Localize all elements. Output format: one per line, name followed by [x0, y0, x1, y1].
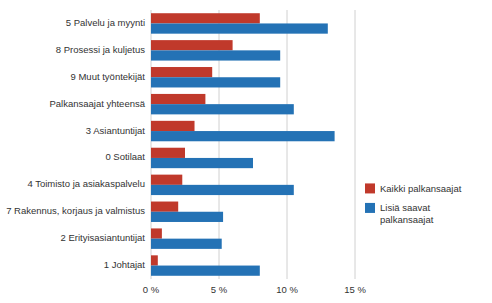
- tick-label: 15 %: [344, 284, 366, 295]
- category-label: 0 Sotilaat: [105, 151, 145, 162]
- category-label: 9 Muut työntekijät: [71, 71, 146, 82]
- bar: [151, 228, 162, 238]
- bar: [151, 175, 182, 185]
- bar: [151, 148, 185, 158]
- bar: [151, 13, 260, 23]
- category-label: 7 Rakennus, korjaus ja valmistus: [6, 205, 145, 216]
- chart: 1 Johtajat 2 Erityisasiantuntijat 7 Rakenn…: [0, 0, 492, 303]
- category-label: 4 Toimisto ja asiakaspalvelu: [27, 178, 145, 189]
- legend-item: Lisiä saavatpalkansaajat: [365, 202, 434, 225]
- category-label: 5 Palvelu ja myynti: [66, 17, 145, 28]
- legend: Kaikki palkansaajat Lisiä saavatpalkansaa…: [365, 183, 462, 225]
- bar: [151, 23, 328, 33]
- y-axis-labels: 1 Johtajat 2 Erityisasiantuntijat 7 Rakenn…: [6, 17, 146, 270]
- tick-label: 5 %: [211, 284, 228, 295]
- legend-label-line: palkansaajat: [380, 214, 434, 225]
- bar: [151, 158, 253, 168]
- tick-label: 0 %: [143, 284, 160, 295]
- category-label: 2 Erityisasiantuntijat: [61, 232, 146, 243]
- x-axis-labels: 0 % 5 % 10 % 15 %: [143, 284, 367, 295]
- legend-swatch: [365, 203, 375, 213]
- bar: [151, 67, 212, 77]
- legend-label: Lisiä saavatpalkansaajat: [380, 202, 434, 225]
- grid: [151, 10, 355, 279]
- bar: [151, 50, 280, 60]
- bars: [151, 13, 335, 276]
- bar: [151, 185, 294, 195]
- category-label: 3 Asiantuntijat: [86, 125, 146, 136]
- bar: [151, 202, 178, 212]
- legend-label-line: Kaikki palkansaajat: [380, 183, 462, 194]
- bar: [151, 239, 222, 249]
- bar: [151, 40, 233, 50]
- bar: [151, 212, 223, 222]
- legend-item: Kaikki palkansaajat: [365, 183, 462, 194]
- grid-line: [355, 10, 356, 279]
- bar: [151, 121, 195, 131]
- bar: [151, 255, 158, 265]
- category-label: 8 Prosessi ja kuljetus: [56, 44, 145, 55]
- category-label: 1 Johtajat: [104, 259, 146, 270]
- grid-line: [287, 10, 288, 279]
- tick-label: 10 %: [276, 284, 298, 295]
- legend-swatch: [365, 183, 375, 193]
- category-label: Palkansaajat yhteensä: [49, 98, 145, 109]
- bar: [151, 104, 294, 114]
- bar: [151, 266, 260, 276]
- legend-label: Kaikki palkansaajat: [380, 183, 462, 194]
- legend-label-line: Lisiä saavat: [380, 202, 431, 213]
- bar: [151, 131, 335, 141]
- bar: [151, 94, 205, 104]
- bar: [151, 77, 280, 87]
